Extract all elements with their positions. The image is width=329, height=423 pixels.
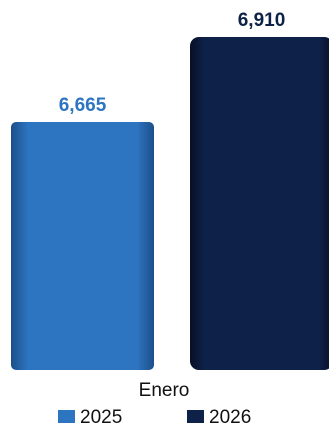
legend-swatch-2025 [58,410,75,423]
bar-2025 [11,121,154,370]
legend-swatch-2026 [187,410,204,423]
value-labels-group: 6,665 6,910 [59,10,286,116]
bar-2026 [190,37,329,370]
value-label-2025: 6,665 [59,95,107,116]
legend-label-2026: 2026 [209,407,251,423]
legend: 2025 2026 [58,407,251,423]
bars-group [11,37,329,370]
category-label-enero: Enero [139,380,190,401]
value-label-2026: 6,910 [238,10,286,31]
legend-label-2025: 2025 [80,407,122,423]
